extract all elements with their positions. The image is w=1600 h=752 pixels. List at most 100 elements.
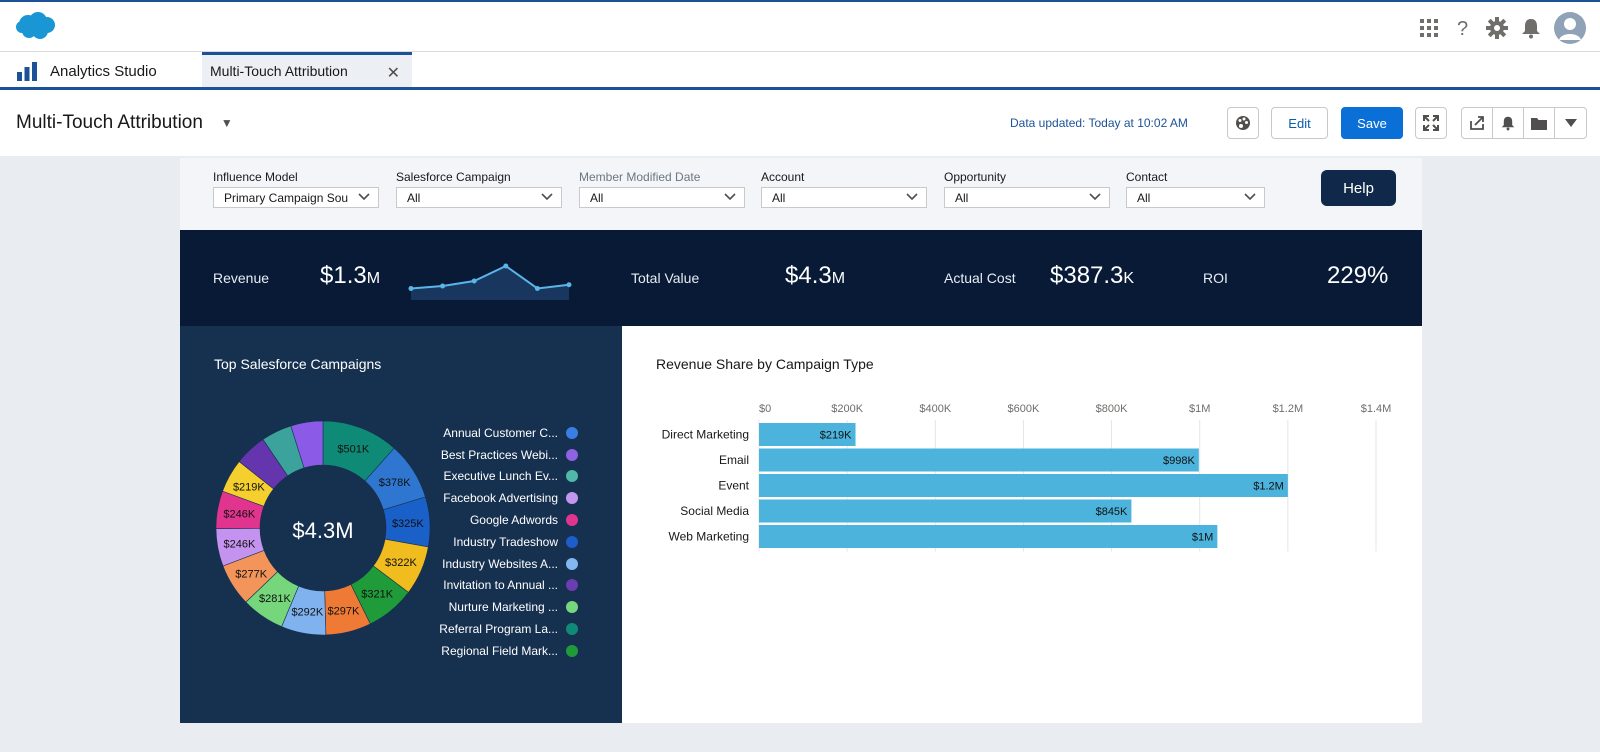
gear-icon[interactable] — [1486, 17, 1508, 39]
revenue-share-bar-chart[interactable]: $0 $200K $400K $600K $800K $1M $1.2M $1.4M Dire… — [622, 386, 1422, 566]
revenue-label: Revenue — [213, 270, 270, 286]
influence-model-select[interactable]: Primary Campaign Sou — [213, 187, 379, 208]
legend-item[interactable]: Executive Lunch Ev... — [418, 466, 578, 488]
bar-value-label: $219K — [820, 430, 852, 442]
bar[interactable] — [759, 448, 1199, 472]
legend-item[interactable]: Annual Customer C... — [418, 422, 578, 444]
fullscreen-button[interactable] — [1415, 107, 1447, 139]
notify-button[interactable] — [1493, 108, 1524, 138]
legend-item[interactable]: Invitation to Annual ... — [418, 575, 578, 597]
legend-label: Google Adwords — [469, 513, 558, 528]
notification-bell-icon[interactable] — [1520, 17, 1542, 39]
chevron-down-icon — [1244, 193, 1256, 201]
bar[interactable] — [759, 525, 1218, 548]
legend-label: Industry Websites A... — [442, 556, 558, 571]
salesforce-campaign-select[interactable]: All — [396, 187, 562, 208]
close-icon[interactable]: ✕ — [386, 65, 400, 82]
sparkline-point — [471, 278, 477, 284]
sparkline-line — [410, 264, 570, 290]
donut-slice-label: $378K — [379, 477, 411, 489]
filter-value: All — [772, 190, 786, 205]
category-label: Event — [718, 479, 749, 493]
save-to-folder-button[interactable] — [1524, 108, 1555, 138]
filter-label: Contact — [1126, 170, 1168, 184]
legend-item[interactable]: Best Practices Webi... — [418, 444, 578, 466]
app-name-label: Analytics Studio — [50, 62, 157, 80]
revenue-share-title: Revenue Share by Campaign Type — [656, 356, 874, 372]
donut-slice-label: $321K — [361, 588, 393, 600]
user-avatar[interactable] — [1554, 12, 1586, 44]
legend-item[interactable]: Referral Program La... — [418, 618, 578, 640]
caret-down-icon[interactable]: ▼ — [220, 116, 233, 130]
account-select[interactable]: All — [761, 187, 927, 208]
edit-button[interactable]: Edit — [1271, 107, 1328, 139]
contact-select[interactable]: All — [1126, 187, 1265, 208]
bar[interactable] — [759, 474, 1288, 497]
total-value-label: Total Value — [631, 270, 700, 286]
help-icon[interactable]: ? — [1452, 17, 1474, 39]
global-header: ? — [0, 0, 1600, 52]
bar[interactable] — [759, 499, 1132, 523]
more-actions-button[interactable] — [1555, 108, 1586, 138]
opportunity-select[interactable]: All — [944, 187, 1110, 208]
top-campaigns-title: Top Salesforce Campaigns — [214, 356, 382, 372]
filter-bar: Influence Model Primary Campaign Sou Sal… — [180, 158, 1422, 230]
x-tick-label: $800K — [1096, 403, 1128, 415]
category-label: Direct Marketing — [662, 428, 749, 442]
category-label: Email — [719, 453, 749, 467]
legend-item[interactable]: Facebook Advertising — [418, 487, 578, 509]
bar[interactable] — [759, 423, 856, 446]
app-name[interactable]: Analytics Studio — [16, 58, 157, 84]
filter-value: Primary Campaign Sou — [224, 190, 349, 205]
salesforce-logo-icon[interactable] — [14, 10, 58, 42]
filter-label: Opportunity — [944, 170, 1007, 184]
bell-icon — [1501, 116, 1515, 131]
legend-item[interactable]: Industry Tradeshow — [418, 531, 578, 553]
legend-item[interactable]: Google Adwords — [418, 509, 578, 531]
filter-opportunity: Opportunity All — [944, 170, 1110, 208]
donut-center-label: $4.3M — [292, 518, 353, 543]
tab-multi-touch-attribution[interactable]: Multi-Touch Attribution ✕ — [202, 52, 412, 87]
filter-value: All — [590, 190, 604, 205]
legend-label: Regional Field Mark... — [441, 643, 558, 658]
member-modified-date-select[interactable]: All — [579, 187, 745, 208]
filter-label: Account — [761, 170, 805, 184]
legend-swatch — [566, 557, 578, 570]
help-button[interactable]: Help — [1321, 170, 1396, 206]
actual-cost-label: Actual Cost — [944, 270, 1016, 286]
sparkline-point — [503, 263, 509, 269]
revenue-amount: $1.3 — [320, 262, 367, 289]
actual-cost-unit: K — [1123, 270, 1135, 287]
actual-cost-value: $387.3K — [1050, 262, 1134, 290]
x-tick-label: $1M — [1189, 403, 1210, 415]
top-campaigns-donut-chart[interactable]: $501K $378K $325K $322K $321K$297K $292K$281K… — [213, 418, 433, 640]
save-button[interactable]: Save — [1341, 107, 1403, 139]
donut-slice-label: $297K — [328, 606, 360, 618]
donut-slice-label: $501K — [337, 444, 369, 456]
legend-swatch — [566, 644, 578, 657]
tab-label: Multi-Touch Attribution — [210, 63, 348, 79]
expand-icon — [1423, 115, 1439, 131]
app-launcher-icon[interactable] — [1418, 17, 1440, 39]
bar-value-label: $1.2M — [1253, 481, 1284, 493]
legend-label: Industry Tradeshow — [453, 534, 558, 549]
legend-item[interactable]: Industry Websites A... — [418, 553, 578, 575]
filter-value: All — [955, 190, 969, 205]
donut-slice-label: $246K — [224, 539, 256, 551]
legend-label: Best Practices Webi... — [440, 447, 558, 462]
legend-item[interactable]: Nurture Marketing ... — [418, 596, 578, 618]
top-campaigns-panel: Top Salesforce Campaigns $501K $378K $325K… — [180, 326, 622, 723]
theme-button[interactable] — [1227, 107, 1259, 139]
sparkline-point — [534, 286, 540, 291]
roi-label: ROI — [1203, 270, 1228, 286]
filter-label: Salesforce Campaign — [396, 170, 511, 184]
page-title-text: Multi-Touch Attribution — [16, 112, 203, 133]
action-button-group — [1461, 107, 1587, 139]
legend-item[interactable]: Regional Field Mark... — [418, 640, 578, 662]
page-title: Multi-Touch Attribution ▼ — [16, 112, 233, 134]
category-label: Social Media — [680, 504, 749, 518]
donut-slice[interactable] — [290, 420, 324, 469]
roi-value: 229% — [1327, 262, 1389, 289]
page-header: Multi-Touch Attribution ▼ Data updated: … — [0, 90, 1600, 156]
share-button[interactable] — [1462, 108, 1493, 138]
